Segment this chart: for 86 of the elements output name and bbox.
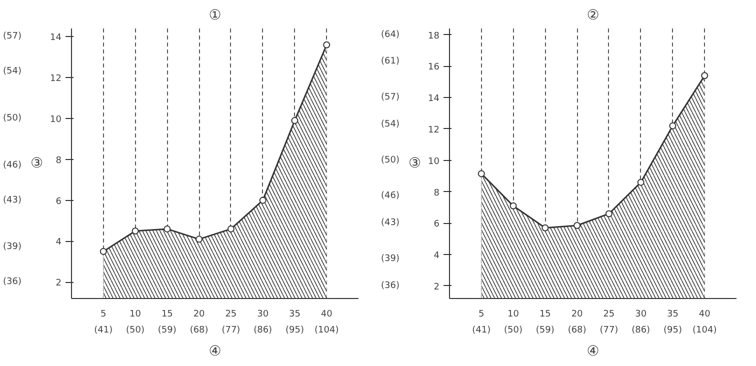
y2-tick-label: (50) [3, 114, 22, 124]
point [542, 224, 549, 232]
x2-tick-label: (104) [692, 326, 717, 336]
x2-tick-label: (104) [314, 326, 339, 336]
x-tick-label: 5 [100, 310, 106, 320]
x2-tick-label: (59) [536, 326, 554, 336]
point [291, 117, 298, 124]
y2-tick-label: (54) [381, 119, 400, 130]
point [574, 222, 581, 229]
x-tick-label: 30 [257, 310, 269, 320]
y2-tick-label: (39) [3, 242, 22, 252]
x2-tick-label: (77) [600, 326, 618, 336]
x2-tick-label: (59) [158, 326, 176, 336]
x-axis-title: ④ [586, 344, 600, 360]
x-tick-label: 25 [603, 310, 615, 320]
chart-title: ② [586, 8, 600, 24]
y2-tick-label: (43) [381, 218, 400, 228]
y-tick-label: 2 [434, 282, 440, 292]
x-tick-label: 20 [193, 310, 206, 320]
x2-tick-label: (50) [504, 326, 523, 336]
x-tick-label: 25 [225, 310, 237, 320]
y-tick-label: 8 [56, 156, 62, 166]
point [164, 225, 171, 232]
x-tick-label: 35 [288, 310, 300, 320]
y-tick-label: 12 [428, 125, 440, 136]
x-tick-label: 20 [571, 310, 584, 320]
x2-tick-label: (86) [254, 326, 272, 336]
y-tick-label: 10 [50, 115, 62, 125]
x-tick-label: 40 [698, 310, 711, 320]
x-tick-label: 15 [161, 310, 173, 320]
x-tick-label: 5 [478, 310, 484, 320]
y-tick-label: 4 [434, 251, 440, 262]
y-tick-label: 6 [434, 220, 440, 230]
point [510, 202, 517, 210]
x2-tick-label: (41) [94, 326, 113, 336]
x2-tick-label: (77) [222, 326, 240, 336]
y-tick-label: 4 [56, 238, 62, 248]
y-axis-title: ③ [408, 156, 422, 172]
x2-tick-label: (86) [632, 326, 650, 336]
point [605, 210, 612, 218]
x-tick-label: 35 [666, 310, 678, 320]
x2-tick-label: (68) [568, 326, 586, 336]
y2-tick-label: (36) [3, 277, 22, 288]
point [227, 225, 234, 232]
x-axis-title: ④ [208, 344, 222, 360]
y-tick-label: 10 [428, 156, 440, 167]
point [478, 170, 485, 178]
x2-tick-label: (95) [663, 326, 682, 336]
point [669, 122, 676, 130]
y2-tick-label: (43) [3, 195, 22, 206]
point [323, 41, 330, 48]
point [196, 236, 203, 243]
x2-tick-label: (95) [285, 326, 304, 336]
y-tick-label: 14 [50, 33, 62, 44]
chart-title: ① [208, 8, 222, 24]
y2-tick-label: (50) [381, 155, 400, 166]
point [701, 72, 708, 80]
y2-tick-label: (57) [3, 32, 22, 42]
y-tick-label: 12 [50, 74, 62, 84]
y-tick-label: 6 [56, 196, 62, 207]
y-tick-label: 14 [428, 94, 440, 104]
x2-tick-label: (50) [126, 326, 145, 336]
x-tick-label: 10 [130, 310, 142, 320]
y2-tick-label: (64) [381, 30, 400, 40]
y-axis-title: ③ [30, 156, 44, 172]
point [259, 196, 266, 204]
y-tick-label: 18 [428, 31, 440, 42]
y-tick-label: 2 [56, 278, 62, 289]
y2-tick-label: (61) [381, 56, 400, 67]
y2-tick-label: (57) [381, 92, 400, 103]
y2-tick-label: (36) [381, 280, 400, 291]
point [132, 228, 139, 234]
x-tick-label: 30 [635, 310, 647, 320]
x-tick-label: 15 [539, 310, 551, 320]
x-tick-label: 10 [508, 310, 520, 320]
x2-tick-label: (41) [472, 326, 491, 336]
x-tick-label: 40 [320, 310, 333, 320]
y2-tick-label: (46) [3, 160, 22, 170]
y2-tick-label: (39) [381, 254, 400, 264]
point [100, 248, 107, 255]
y-tick-label: 8 [434, 188, 440, 198]
point [637, 178, 644, 186]
y-tick-label: 16 [428, 62, 440, 73]
y2-tick-label: (46) [381, 191, 400, 202]
y2-tick-label: (54) [3, 66, 22, 77]
x2-tick-label: (68) [190, 326, 208, 336]
